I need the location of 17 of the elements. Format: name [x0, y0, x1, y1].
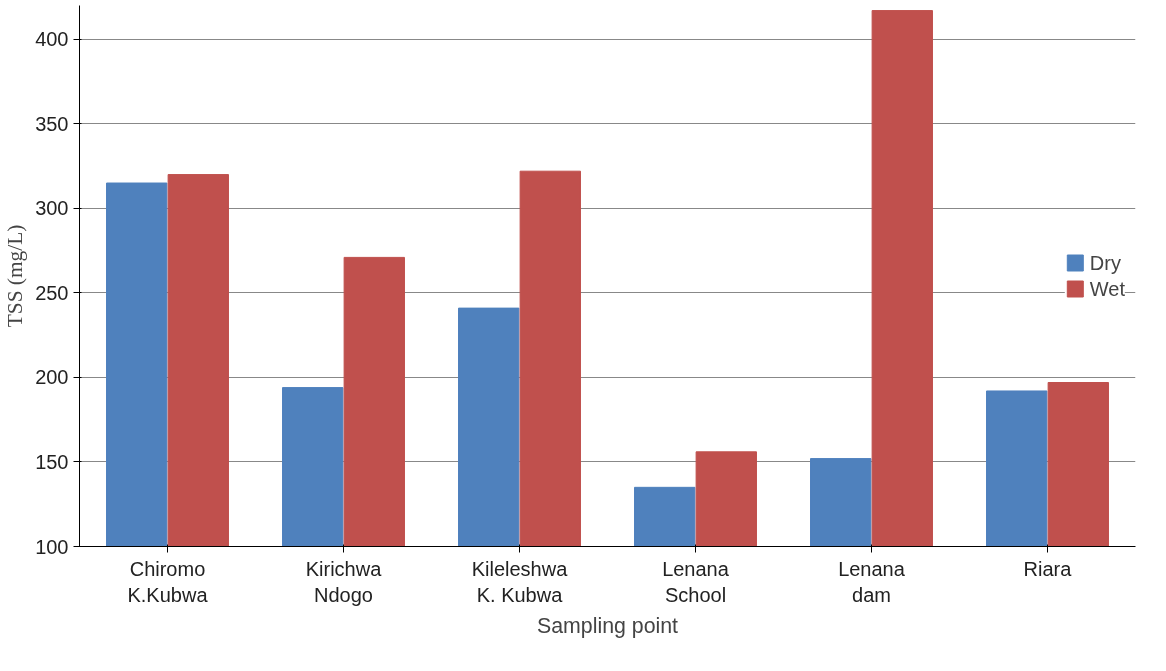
x-tick-label: Lenana dam	[838, 557, 906, 606]
x-tick-label: Lenana School	[662, 557, 730, 606]
y-tick-label: 150	[35, 450, 69, 473]
y-tick-label: 350	[35, 112, 69, 135]
x-axis-title: Sampling point	[536, 613, 679, 638]
x-tick-label: Kileleshwa K. Kubwa	[471, 557, 569, 606]
y-tick-label: 250	[35, 281, 69, 304]
legend-label: Wet	[1089, 277, 1125, 300]
y-tick-label: 100	[35, 535, 69, 558]
y-tick-label: 300	[35, 197, 69, 220]
x-tick-label: Chiromo K.Kubwa	[127, 557, 209, 606]
y-tick-label: 200	[35, 366, 69, 389]
x-tick-label: Riara	[1023, 557, 1073, 580]
y-axis-title: TSS (mg/L)	[3, 224, 28, 328]
y-tick-label: 400	[35, 28, 69, 51]
legend-label: Dry	[1089, 251, 1121, 274]
x-tick-label: Kirichwa Ndogo	[305, 557, 383, 606]
